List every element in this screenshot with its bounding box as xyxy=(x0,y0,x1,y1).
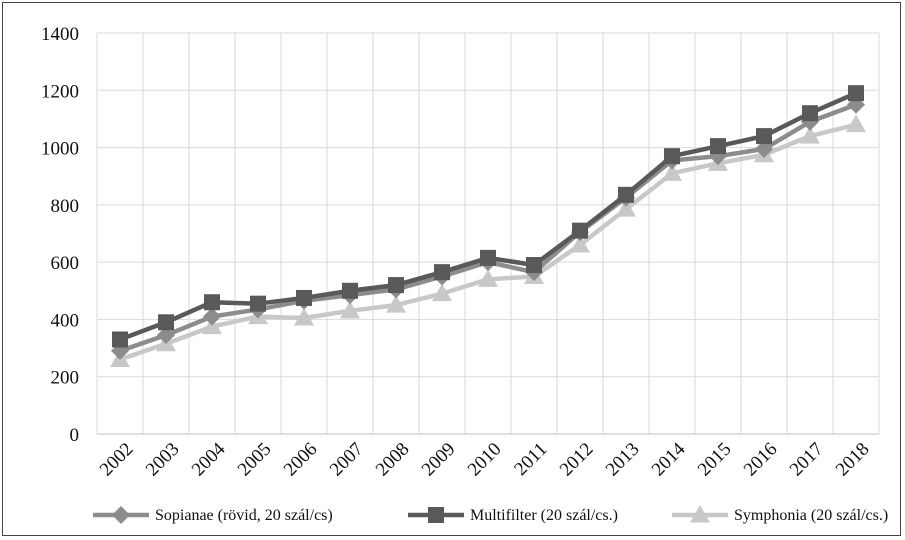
legend-item: Symphonia (20 szál/cs.) xyxy=(672,505,888,524)
data-point-square xyxy=(250,295,266,312)
x-axis-ticks: 2002 2003 2004 2005 2006 2007 2008 2009 2010 2011… xyxy=(96,438,874,480)
data-point-square xyxy=(756,128,772,145)
x-tick-label: 2008 xyxy=(372,439,414,481)
y-tick-label: 800 xyxy=(51,196,80,217)
data-point-square xyxy=(710,138,726,155)
x-tick-label: 2004 xyxy=(188,438,230,480)
x-tick-label: 2015 xyxy=(694,439,736,481)
data-point-square xyxy=(618,186,634,203)
y-axis-ticks: 0 200 400 600 800 1000 1200 1400 xyxy=(41,24,79,446)
legend-label: Sopianae (rövid, 20 szál/cs) xyxy=(155,507,333,524)
data-point-diamond xyxy=(112,506,130,524)
series-group xyxy=(110,85,866,368)
y-tick-label: 1400 xyxy=(41,24,79,45)
x-tick-label: 2012 xyxy=(556,439,598,481)
x-tick-label: 2013 xyxy=(602,439,644,481)
data-point-triangle xyxy=(478,269,498,287)
data-point-triangle xyxy=(846,114,866,133)
y-tick-label: 1200 xyxy=(41,81,79,102)
data-point-diamond xyxy=(755,140,773,159)
y-tick-label: 200 xyxy=(51,368,80,389)
data-point-square xyxy=(480,249,496,266)
x-tick-label: 2010 xyxy=(464,439,506,481)
x-tick-label: 2018 xyxy=(832,439,874,481)
legend-item: Multifilter (20 szál/cs.) xyxy=(408,507,618,524)
data-point-square xyxy=(664,148,680,165)
data-point-triangle xyxy=(800,126,820,144)
data-point-square xyxy=(428,507,444,523)
x-tick-label: 2016 xyxy=(740,439,782,481)
series-line xyxy=(119,91,857,342)
data-point-triangle xyxy=(570,234,590,253)
legend-label: Multifilter (20 szál/cs.) xyxy=(470,507,618,524)
x-tick-label: 2002 xyxy=(96,439,138,481)
data-point-square xyxy=(526,257,542,274)
x-tick-label: 2003 xyxy=(142,439,184,481)
series-square xyxy=(112,85,864,348)
x-tick-label: 2005 xyxy=(234,439,276,481)
data-point-square xyxy=(434,264,450,281)
data-point-square xyxy=(572,222,588,239)
legend: Sopianae (rövid, 20 szál/cs) Multifilter … xyxy=(93,505,888,524)
data-point-diamond xyxy=(157,326,175,345)
x-tick-label: 2014 xyxy=(648,438,690,480)
legend-item: Sopianae (rövid, 20 szál/cs) xyxy=(93,506,333,524)
grid-lines xyxy=(96,32,880,435)
x-tick-label: 2011 xyxy=(510,439,551,480)
data-point-triangle xyxy=(294,307,314,326)
data-point-square xyxy=(204,294,220,311)
data-point-square xyxy=(848,85,864,102)
legend-label: Symphonia (20 szál/cs.) xyxy=(734,507,888,524)
data-point-triangle xyxy=(690,505,710,523)
x-tick-label: 2006 xyxy=(280,439,322,481)
x-tick-label: 2009 xyxy=(418,439,460,481)
data-point-triangle xyxy=(662,163,682,181)
data-point-square xyxy=(342,282,358,299)
data-point-diamond xyxy=(203,307,221,326)
data-point-triangle xyxy=(340,300,360,319)
y-tick-label: 0 xyxy=(70,425,80,446)
series-line xyxy=(119,122,857,362)
y-tick-label: 1000 xyxy=(41,139,79,160)
data-point-triangle xyxy=(386,295,406,313)
data-point-triangle xyxy=(432,283,452,302)
x-tick-label: 2007 xyxy=(326,439,368,481)
data-point-square xyxy=(296,289,312,306)
series-diamond xyxy=(111,95,865,360)
x-tick-label: 2017 xyxy=(786,439,828,481)
y-tick-label: 400 xyxy=(51,310,80,331)
data-point-square xyxy=(388,277,404,294)
data-point-square xyxy=(802,105,818,122)
data-point-square xyxy=(112,331,128,348)
y-tick-label: 600 xyxy=(51,253,80,274)
data-point-square xyxy=(158,314,174,331)
data-point-triangle xyxy=(616,199,636,217)
